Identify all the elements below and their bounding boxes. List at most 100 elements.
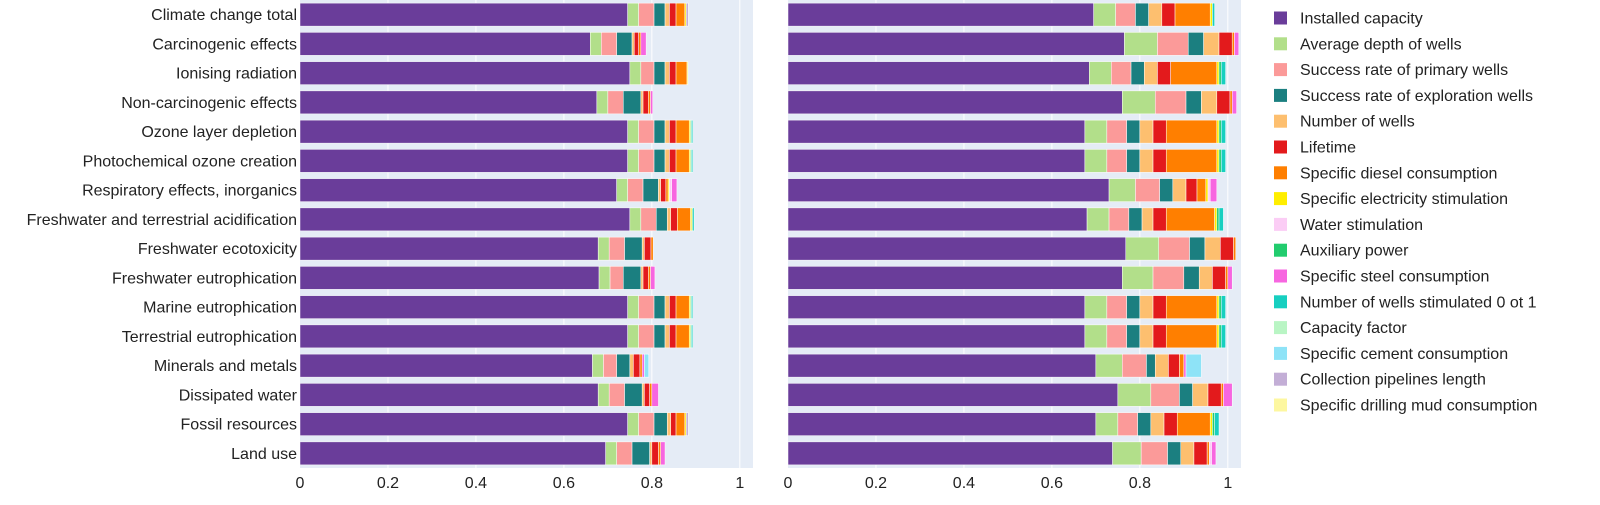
bar-segment xyxy=(1168,353,1180,378)
bar-segment xyxy=(1205,178,1209,202)
bar-segment xyxy=(638,2,655,27)
bar-segment xyxy=(648,266,651,290)
legend-swatch xyxy=(1274,88,1287,102)
bar-segment xyxy=(660,178,667,202)
panel-left: 0 0.2 0.4 0.6 0.8 1 xyxy=(296,0,753,492)
bar-segment xyxy=(1157,32,1189,56)
bar-segment xyxy=(299,236,599,261)
bar-segment xyxy=(1126,149,1141,173)
bar-segment xyxy=(1163,412,1178,436)
bar-segment xyxy=(1106,149,1127,173)
bar-segment xyxy=(653,295,666,319)
panels: 0 0.2 0.4 0.6 0.8 1 0 0.2 0.4 0.6 0.8 1 xyxy=(296,0,1241,492)
bar-segment xyxy=(651,441,659,466)
bar-segment xyxy=(631,32,635,56)
bar-segment xyxy=(1214,412,1220,436)
bar-segment xyxy=(787,441,1113,466)
bar-segment xyxy=(1216,61,1220,85)
legend-label: Specific steel consumption xyxy=(1300,269,1489,286)
bar-segment xyxy=(787,32,1125,56)
bar-segment xyxy=(653,2,666,27)
bar-segment xyxy=(1229,90,1233,115)
x-tick-label: 0.8 xyxy=(641,475,663,492)
bar-segment xyxy=(1146,353,1156,378)
legend-swatch xyxy=(1274,192,1287,206)
legend-swatch xyxy=(1274,140,1287,154)
bar-segment xyxy=(627,295,639,319)
bar-segment xyxy=(1165,207,1215,232)
legend-swatch xyxy=(1274,346,1287,360)
bar-segment xyxy=(1108,207,1130,232)
bar-segment xyxy=(1084,119,1108,144)
bar-segment xyxy=(787,295,1086,319)
bar-segment xyxy=(1233,236,1236,261)
bar-segment xyxy=(787,353,1097,378)
category-labels: Climate change total Carcinogenic effects… xyxy=(27,7,298,463)
bar-segment xyxy=(650,236,654,261)
bar-segment xyxy=(658,178,661,202)
bar-segment xyxy=(299,207,631,232)
bar-segment xyxy=(644,353,650,378)
bar-segment xyxy=(1165,149,1218,173)
category-label: Non-carcinogenic effects xyxy=(121,95,297,112)
bar-segment xyxy=(1220,61,1226,85)
bar-segment xyxy=(616,32,633,56)
bar-segment xyxy=(629,353,634,378)
legend-swatch xyxy=(1274,269,1287,283)
bar-segment xyxy=(1111,61,1132,85)
legend-swatch xyxy=(1274,372,1287,386)
bar-segment xyxy=(1212,266,1226,290)
bar-segment xyxy=(1231,32,1235,56)
bar-segment xyxy=(649,383,653,407)
bar-segment xyxy=(605,441,617,466)
bar-segment xyxy=(642,266,649,290)
x-tick-label: 0.6 xyxy=(553,475,575,492)
bar-segment xyxy=(669,149,677,173)
bar-segment xyxy=(1193,441,1208,466)
bar-segment xyxy=(664,324,670,349)
legend-label: Success rate of primary wells xyxy=(1300,62,1508,79)
bar-segment xyxy=(638,324,655,349)
category-label: Fossil resources xyxy=(181,417,297,434)
bar-segment xyxy=(1152,295,1167,319)
bar-segment xyxy=(1125,236,1160,261)
bar-segment xyxy=(1122,353,1147,378)
bar-segment xyxy=(1220,236,1234,261)
bar-segment xyxy=(1201,90,1218,115)
bar-segment xyxy=(1216,207,1220,232)
bar-segment xyxy=(1209,2,1213,27)
bar-segment xyxy=(787,2,1094,27)
bar-segment xyxy=(1108,178,1136,202)
bar-segment xyxy=(627,324,639,349)
bar-segment xyxy=(685,2,689,27)
bar-segment xyxy=(651,383,659,407)
bar-segment xyxy=(1106,295,1127,319)
bar-segment xyxy=(675,412,686,436)
bar-segment xyxy=(608,383,625,407)
bar-segment xyxy=(609,266,624,290)
bar-segment xyxy=(603,353,617,378)
bar-segment xyxy=(299,2,628,27)
bar-segment xyxy=(1139,119,1154,144)
bar-segment xyxy=(299,441,606,466)
bar-segment xyxy=(616,178,628,202)
bar-segment xyxy=(669,61,677,85)
bar-segment xyxy=(1089,61,1112,85)
bar-segment xyxy=(1204,236,1221,261)
bar-segment xyxy=(669,324,677,349)
bar-segment xyxy=(627,149,639,173)
bar-segment xyxy=(1207,178,1211,202)
x-tick-label: 0 xyxy=(784,475,793,492)
bar-segment xyxy=(787,324,1086,349)
bar-segment xyxy=(1126,295,1141,319)
bar-segment xyxy=(1220,149,1226,173)
bar-segment xyxy=(1158,236,1190,261)
bar-segment xyxy=(629,61,642,85)
bar-segment xyxy=(653,149,666,173)
bar-segment xyxy=(675,2,686,27)
bar-segment xyxy=(1124,32,1158,56)
x-tick-label: 0.6 xyxy=(1041,475,1063,492)
legend-label: Collection pipelines length xyxy=(1300,372,1486,389)
bar-segment xyxy=(627,119,639,144)
legend-label: Specific cement consumption xyxy=(1300,346,1508,363)
